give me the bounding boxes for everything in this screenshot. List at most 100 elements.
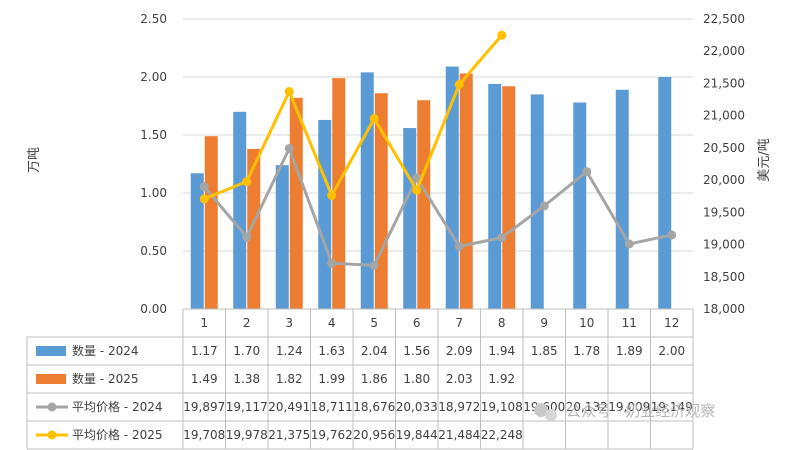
x-category-label: 3 [285, 316, 293, 330]
y-tick-label: 1.00 [140, 186, 167, 200]
data-label-0-9: 1.78 [573, 344, 600, 358]
data-label-2-10: 19,009 [608, 400, 650, 414]
x-category-label: 1 [200, 316, 208, 330]
data-label-1-2: 1.82 [276, 372, 303, 386]
line-point-2-9 [582, 167, 592, 177]
bar-0-1 [233, 111, 247, 309]
line-point-2-0 [199, 182, 209, 192]
bar-1-2 [289, 97, 303, 309]
bar-0-2 [275, 165, 289, 309]
data-label-3-5: 19,844 [396, 428, 438, 442]
data-label-0-2: 1.24 [276, 344, 303, 358]
bar-1-4 [374, 93, 388, 310]
line-point-3-2 [284, 87, 294, 96]
y2-tick-label: 19,500 [703, 205, 745, 219]
data-label-3-3: 19,762 [311, 428, 353, 442]
y2-axis-title: 美元/吨 [757, 138, 772, 181]
data-label-1-4: 1.86 [361, 372, 388, 386]
bar-0-0 [190, 173, 204, 309]
y2-tick-label: 20,500 [703, 141, 745, 155]
data-label-2-0: 19,897 [183, 400, 225, 414]
y-tick-label: 2.00 [140, 70, 167, 84]
data-label-2-2: 20,491 [268, 400, 310, 414]
legend-marker-2 [47, 402, 57, 412]
data-label-2-5: 20,033 [396, 400, 438, 414]
legend-label-0: 数量 - 2024 [72, 343, 139, 358]
line-point-2-4 [369, 260, 379, 270]
legend-key-1 [36, 374, 66, 384]
bar-0-5 [403, 128, 417, 309]
data-label-1-1: 1.38 [233, 372, 260, 386]
line-point-2-3 [327, 258, 337, 268]
y2-tick-label: 21,500 [703, 76, 745, 90]
x-category-label: 4 [328, 316, 336, 330]
y-tick-label: 0.50 [140, 244, 167, 258]
data-label-1-7: 1.92 [488, 372, 515, 386]
y2-tick-label: 20,000 [703, 173, 745, 187]
data-label-3-7: 22,248 [481, 428, 523, 442]
data-label-0-10: 1.89 [616, 344, 643, 358]
line-point-2-6 [454, 241, 464, 251]
data-label-2-4: 18,676 [353, 400, 395, 414]
data-label-0-3: 1.63 [318, 344, 345, 358]
wechat-icon [534, 403, 548, 417]
x-category-label: 11 [622, 316, 637, 330]
data-label-2-9: 20,132 [566, 400, 608, 414]
line-point-3-3 [327, 190, 337, 200]
data-label-0-1: 1.70 [233, 344, 260, 358]
line-point-3-1 [242, 177, 252, 187]
bar-1-3 [332, 78, 346, 309]
x-category-label: 2 [243, 316, 251, 330]
data-label-3-2: 21,375 [268, 428, 310, 442]
x-category-label: 6 [413, 316, 421, 330]
data-label-0-7: 1.94 [488, 344, 515, 358]
y-tick-label: 0.00 [140, 302, 167, 316]
y2-tick-label: 22,000 [703, 44, 745, 58]
data-label-0-4: 2.04 [361, 344, 388, 358]
x-category-label: 8 [498, 316, 506, 330]
line-point-2-5 [412, 173, 422, 183]
line-point-3-0 [199, 194, 209, 204]
y2-tick-label: 21,000 [703, 109, 745, 123]
bar-0-11 [658, 77, 672, 309]
bar-0-9 [573, 102, 587, 310]
line-series-2 [203, 146, 673, 267]
bar-0-7 [488, 83, 502, 310]
x-category-label: 12 [664, 316, 679, 330]
y2-tick-label: 22,500 [703, 12, 745, 26]
wechat-icon-bubble [545, 409, 557, 421]
bar-1-7 [502, 86, 516, 309]
line-point-2-8 [539, 201, 549, 211]
data-label-2-7: 19,108 [481, 400, 523, 414]
data-label-0-11: 2.00 [658, 344, 685, 358]
line-point-3-6 [454, 79, 464, 89]
line-point-3-4 [369, 114, 379, 124]
x-category-label: 7 [455, 316, 463, 330]
data-label-2-6: 18,972 [438, 400, 480, 414]
y-tick-label: 1.50 [140, 128, 167, 142]
y2-tick-label: 18,500 [703, 270, 745, 284]
data-label-0-8: 1.85 [531, 344, 558, 358]
y-tick-label: 2.50 [140, 12, 167, 26]
data-label-3-1: 19,978 [226, 428, 268, 442]
y2-tick-label: 19,000 [703, 238, 745, 252]
bar-0-10 [615, 89, 629, 309]
data-label-1-0: 1.49 [191, 372, 218, 386]
bar-1-0 [204, 136, 218, 309]
legend-marker-3 [47, 430, 57, 440]
data-label-0-6: 2.09 [446, 344, 473, 358]
legend-label-3: 平均价格 - 2025 [72, 427, 163, 442]
watermark [534, 403, 557, 421]
data-label-2-1: 19,117 [226, 400, 268, 414]
line-point-2-1 [242, 232, 252, 242]
bar-0-3 [318, 119, 332, 309]
line-series-3 [203, 34, 503, 201]
legend-label-2: 平均价格 - 2024 [72, 399, 163, 414]
line-point-3-5 [412, 185, 422, 195]
bar-1-1 [247, 148, 261, 309]
data-label-1-3: 1.99 [318, 372, 345, 386]
legend-key-0 [36, 346, 66, 356]
bar-0-8 [530, 94, 544, 310]
x-category-label: 9 [540, 316, 548, 330]
